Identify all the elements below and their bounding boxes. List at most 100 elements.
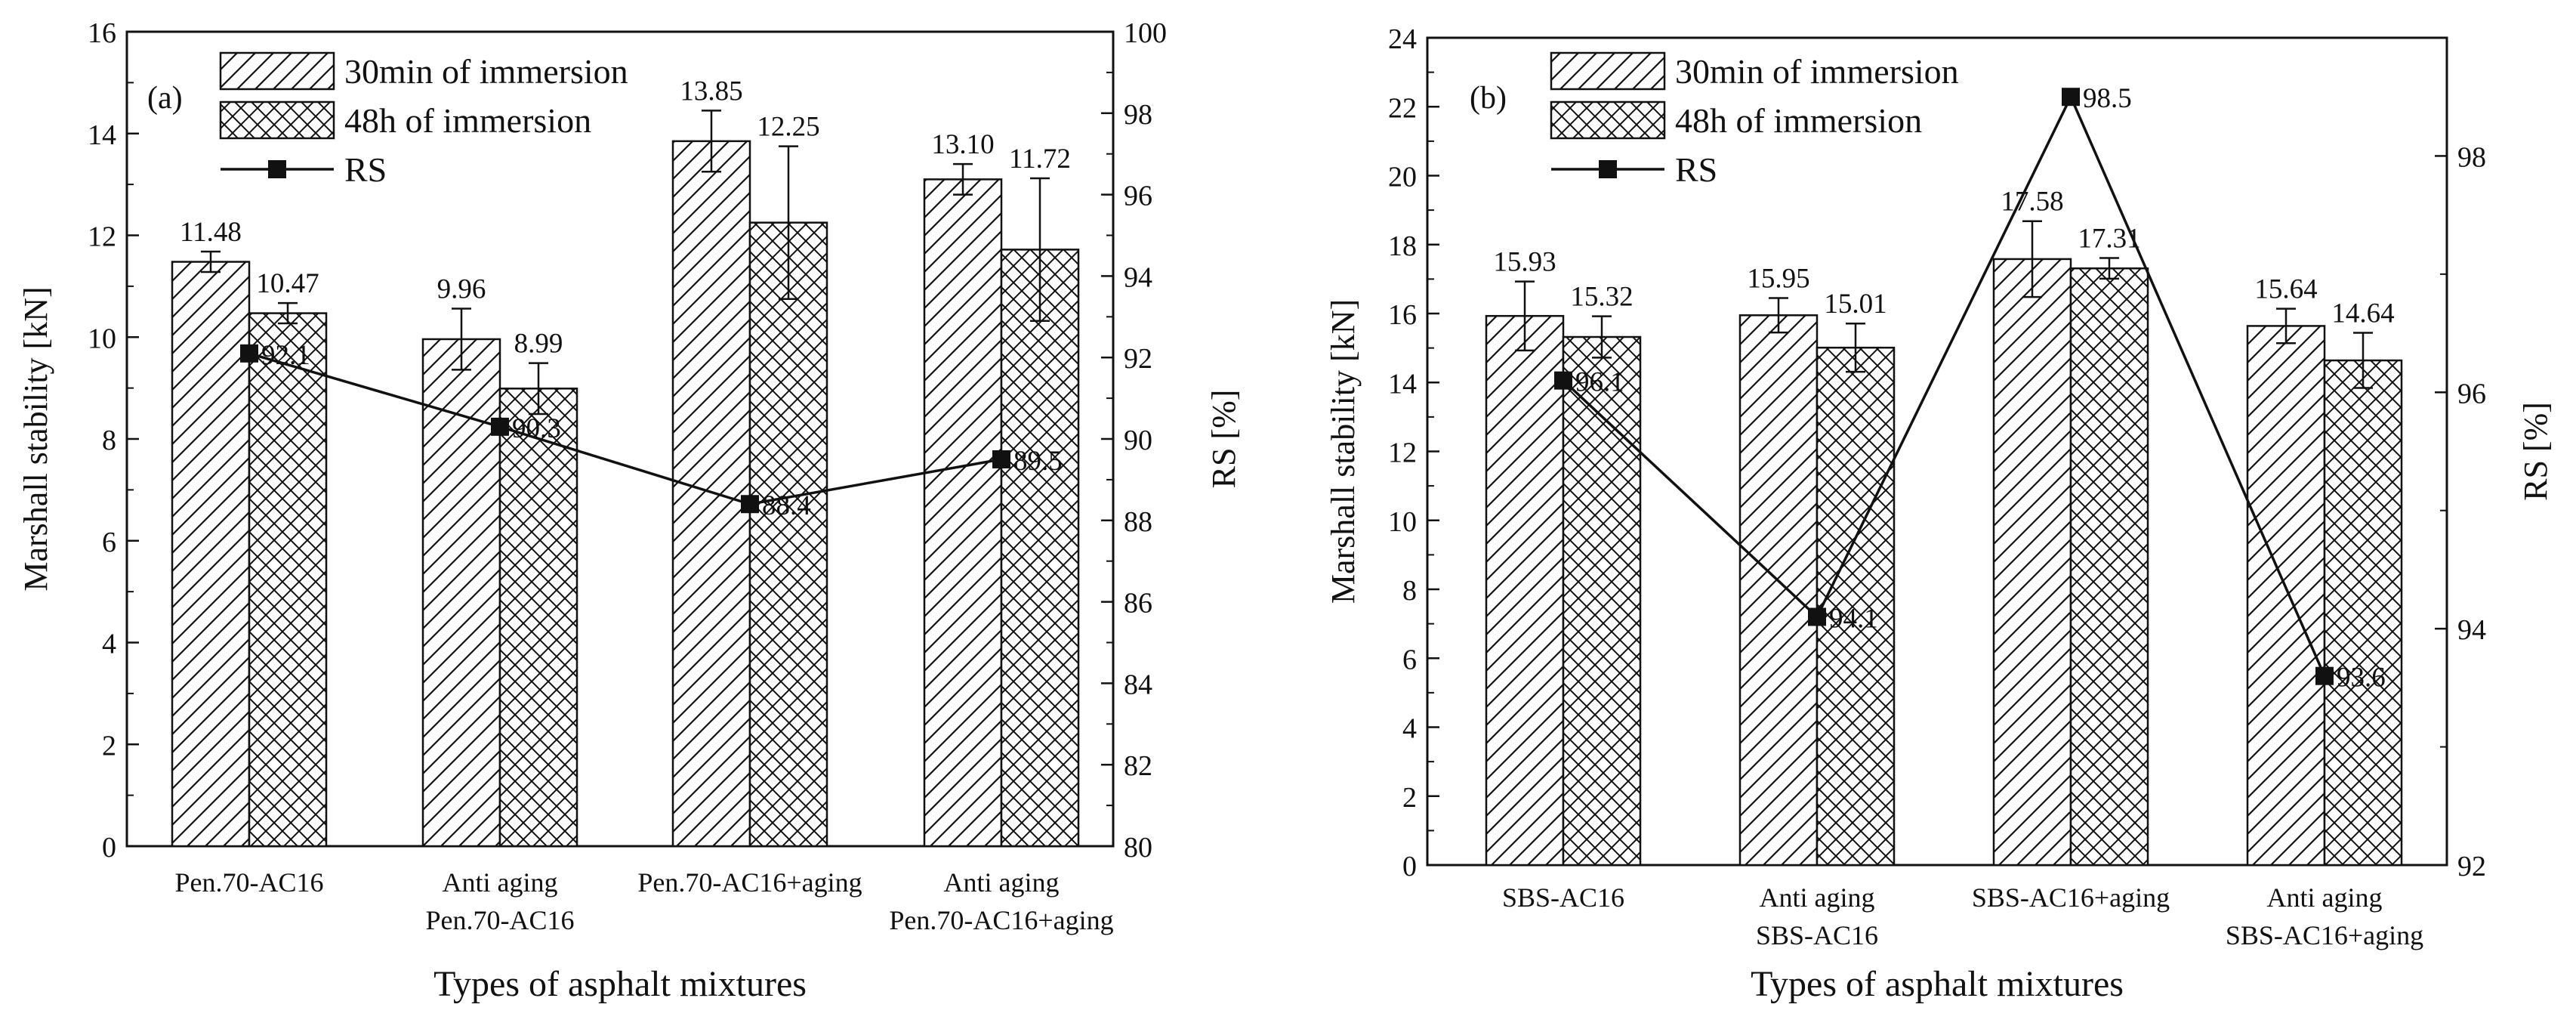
y-tick-label: 10 <box>88 323 116 354</box>
bar-30min <box>1485 314 1565 867</box>
y-tick-label: 16 <box>88 17 116 49</box>
y-tick-label: 18 <box>1388 230 1417 262</box>
x-category-label: SBS-AC16 <box>1502 882 1624 913</box>
legend-swatch <box>219 51 335 91</box>
y-tick-label: 16 <box>1388 299 1417 331</box>
x-category-label: Anti aging <box>443 867 558 898</box>
rs-value-label: 96.1 <box>1575 367 1624 398</box>
y2-tick-label: 96 <box>2457 378 2486 409</box>
y2-tick-label: 94 <box>2457 614 2486 646</box>
y-tick-label: 0 <box>1402 851 1417 882</box>
bar-30min <box>1738 314 1819 867</box>
bar-30min <box>671 140 751 848</box>
bar-30min <box>2246 325 2326 867</box>
bar-value-label: 14.64 <box>2331 298 2394 329</box>
y2-tick-label: 100 <box>1124 17 1167 49</box>
legend-label: 48h of immersion <box>1675 101 1922 140</box>
x-category-label: Pen.70-AC16 <box>175 867 324 898</box>
y-tick-label: 8 <box>102 425 116 456</box>
y-tick-label: 4 <box>1402 713 1417 745</box>
bar-48h <box>1562 335 1642 867</box>
y-tick-label: 2 <box>102 730 116 762</box>
y-tick-label: 6 <box>1402 644 1417 675</box>
panel-label: (a) <box>147 81 183 116</box>
y-tick-label: 12 <box>88 221 116 253</box>
rs-marker <box>992 450 1010 468</box>
y2-tick-label: 98 <box>1124 99 1152 131</box>
bar-value-label: 15.95 <box>1747 263 1809 294</box>
y2-tick-label: 88 <box>1124 506 1152 538</box>
bar-value-label: 17.58 <box>2001 187 2063 218</box>
x-axis-title: Types of asphalt mixtures <box>1751 964 2124 1004</box>
bar-48h <box>1000 249 1080 848</box>
rs-marker <box>491 417 509 436</box>
rs-value-label: 93.6 <box>2337 663 2386 694</box>
legend-label: 30min of immersion <box>1675 52 1959 91</box>
x-category-label: Pen.70-AC16+aging <box>889 905 1113 935</box>
bar-value-label: 15.64 <box>2254 274 2317 305</box>
rs-value-label: 88.4 <box>762 490 811 521</box>
legend-swatch <box>1550 100 1666 140</box>
rs-value-label: 94.1 <box>1829 604 1878 635</box>
bar-30min <box>923 178 1003 848</box>
y-tick-label: 20 <box>1388 162 1417 193</box>
legend-marker <box>268 160 286 178</box>
rs-marker <box>741 495 759 514</box>
y2-tick-label: 80 <box>1124 832 1152 864</box>
y-tick-label: 14 <box>88 119 116 151</box>
x-category-label: Pen.70-AC16 <box>426 905 575 935</box>
y2-tick-label: 92 <box>1124 343 1152 375</box>
bar-48h <box>1816 346 1896 867</box>
bar-value-label: 9.96 <box>437 274 486 305</box>
rs-value-label: 89.5 <box>1013 446 1063 477</box>
legend-swatch <box>1550 51 1666 91</box>
y-tick-label: 10 <box>1388 506 1417 538</box>
legend-label: 30min of immersion <box>344 52 628 91</box>
y2-tick-label: 84 <box>1124 669 1152 700</box>
bar-value-label: 8.99 <box>514 329 563 360</box>
y-axis-title: Marshall stability [kN] <box>17 286 54 591</box>
x-category-label: SBS-AC16 <box>1756 920 1878 950</box>
bar-value-label: 15.01 <box>1824 289 1886 320</box>
bar-value-label: 17.31 <box>2078 224 2140 255</box>
bar-48h <box>498 388 578 848</box>
rs-marker <box>240 344 258 363</box>
bar-48h <box>748 221 828 848</box>
rs-value-label: 90.3 <box>512 413 561 444</box>
y-tick-label: 0 <box>102 832 116 864</box>
rs-marker <box>2062 88 2080 107</box>
y2-tick-label: 98 <box>2457 141 2486 173</box>
legend-label: 48h of immersion <box>344 101 591 140</box>
x-category-label: Anti aging <box>944 867 1060 898</box>
bar-value-label: 10.47 <box>256 268 319 299</box>
y2-axis-title: RS [%] <box>1205 390 1242 489</box>
rs-marker <box>1808 607 1826 626</box>
y-tick-label: 24 <box>1388 23 1417 55</box>
y-tick-label: 8 <box>1402 575 1417 607</box>
rs-value-label: 98.5 <box>2083 83 2132 114</box>
legend-label: RS <box>344 150 387 189</box>
bar-30min <box>1992 258 2072 867</box>
y2-tick-label: 94 <box>1124 261 1152 293</box>
x-category-label: Anti aging <box>1760 882 1875 913</box>
bar-value-label: 13.85 <box>680 76 742 107</box>
rs-marker <box>1554 371 1572 390</box>
y2-tick-label: 92 <box>2457 851 2486 882</box>
panel-label: (b) <box>1470 81 1507 116</box>
x-category-label: Pen.70-AC16+aging <box>637 867 862 898</box>
bar-value-label: 15.32 <box>1570 282 1633 313</box>
y-tick-label: 4 <box>102 629 116 660</box>
rs-line <box>248 352 1002 506</box>
chart-panel-a: 0 2 4 6 8 10 12 14 16 80 82 84 86 88 90 92 94 96 98 100 Mars… <box>17 17 1242 1004</box>
y-axis-title: Marshall stability [kN] <box>1325 299 1362 604</box>
y2-tick-label: 90 <box>1124 425 1152 456</box>
legend-label: RS <box>1675 150 1717 189</box>
y2-tick-label: 82 <box>1124 750 1152 782</box>
x-axis-title: Types of asphalt mixtures <box>433 964 807 1004</box>
bar-value-label: 11.72 <box>1009 144 1071 175</box>
bar-value-label: 12.25 <box>757 112 819 143</box>
bar-value-label: 13.10 <box>931 129 994 160</box>
